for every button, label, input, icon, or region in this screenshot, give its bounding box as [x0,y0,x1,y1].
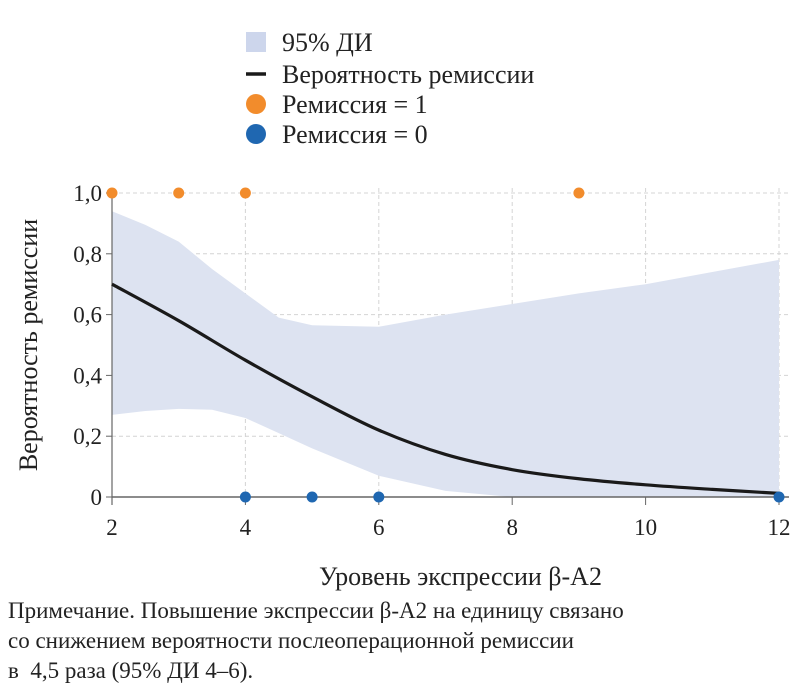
x-tick-label: 6 [373,515,385,540]
legend-label: Ремиссия = 0 [282,120,428,149]
point-remission-0 [773,491,785,503]
point-remission-1 [573,187,585,199]
x-tick-label: 4 [240,515,252,540]
y-tick-label: 1,0 [73,181,102,206]
y-tick-label: 0,6 [73,303,102,328]
legend-point-1-swatch [246,94,266,114]
x-tick-label: 10 [634,515,657,540]
x-tick-label: 12 [768,515,791,540]
y-axis-label: Вероятность ремиссии [14,219,43,471]
figure-note: Примечание. Повышение экспрессии β-А2 на… [8,596,798,686]
note-line: Примечание. Повышение экспрессии β-А2 на… [8,598,624,623]
note-line: со снижением вероятности послеоперационн… [8,628,574,653]
ci-band [112,211,779,498]
chart: 0 0,2 0,4 0,6 0,8 1,0 2 4 6 8 10 12 Уровень экспресс… [14,28,791,591]
y-tick-label: 0,2 [73,424,102,449]
y-tick-label: 0,8 [73,242,102,267]
y-tick-label: 0,4 [73,363,102,388]
y-tick-label: 0 [91,485,103,510]
point-remission-0 [306,491,318,503]
x-tick-label: 2 [106,515,118,540]
legend-label: Ремиссия = 1 [282,90,428,119]
note-line: в 4,5 раза (95% ДИ 4–6). [8,658,254,683]
point-remission-1 [173,187,185,199]
legend-label: 95% ДИ [282,28,373,57]
legend-point-0-swatch [246,124,266,144]
point-remission-0 [239,491,251,503]
point-remission-1 [239,187,251,199]
x-tick-label: 8 [506,515,518,540]
point-remission-1 [106,187,118,199]
x-axis-label: Уровень экспрессии β-А2 [319,562,602,591]
probability-curve [111,282,780,495]
legend-band-swatch [246,32,266,52]
point-remission-0 [373,491,385,503]
legend-label: Вероятность ремиссии [282,60,534,89]
